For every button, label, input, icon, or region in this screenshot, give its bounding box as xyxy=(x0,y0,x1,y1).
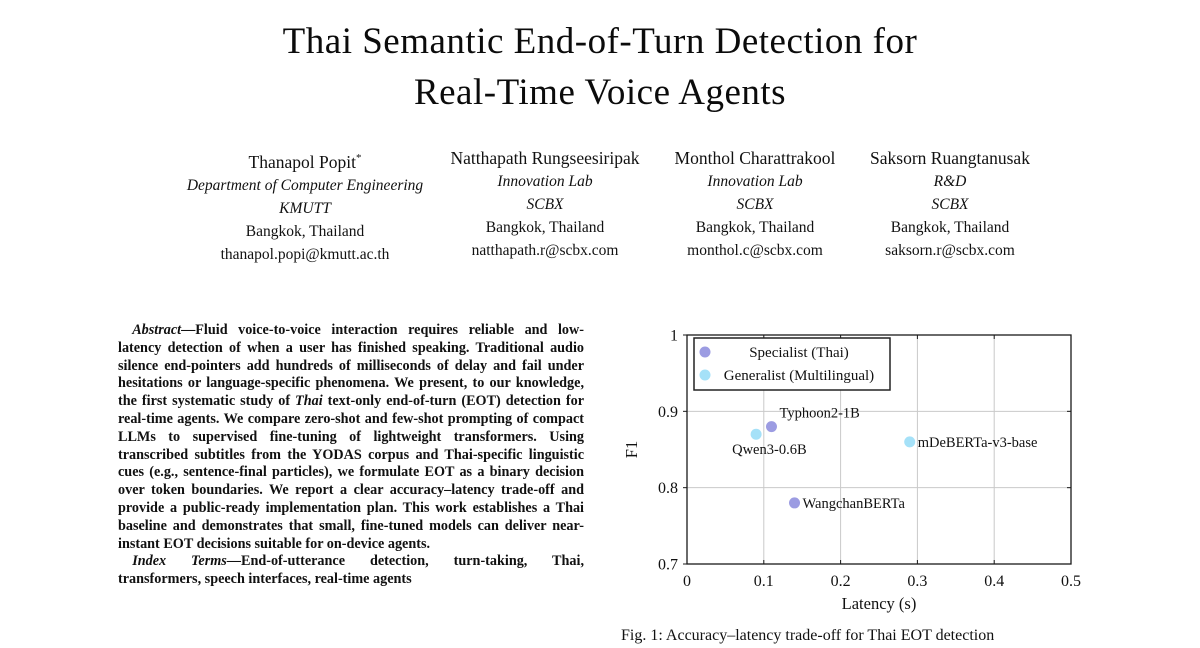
author-organization: SCBX xyxy=(931,196,969,213)
y-axis-label: F1 xyxy=(622,441,641,458)
x-tick-label: 0.2 xyxy=(831,573,851,590)
author-city: Bangkok, Thailand xyxy=(245,222,365,240)
abstract-text-post: text-only end-of-turn (EOT) detection fo… xyxy=(118,393,585,552)
title-line-1: Thai Semantic End-of-Turn Detection for xyxy=(282,21,918,62)
legend-box xyxy=(693,337,891,391)
point-label: Typhoon2-1B xyxy=(779,406,859,422)
author-email: thanapol.popi@kmutt.ac.th xyxy=(220,245,390,263)
author-email: natthapath.r@scbx.com xyxy=(471,242,619,259)
point-label: WangchanBERTa xyxy=(803,496,906,512)
x-tick-label: 0 xyxy=(683,573,691,590)
index-terms-text: —End-of-utterance detection, turn-taking… xyxy=(118,553,584,588)
author-name: Natthapath Rungseesiripak xyxy=(450,148,640,168)
author-organization: KMUTT xyxy=(279,199,331,217)
y-tick-label: 0.8 xyxy=(658,480,678,497)
author-organization: SCBX xyxy=(526,196,564,213)
author-city: Bangkok, Thailand xyxy=(695,219,815,236)
legend-marker-icon xyxy=(699,346,711,358)
abstract-paragraph: Abstract—Fluid voice-to-voice interactio… xyxy=(118,322,584,553)
author-block-1: Thanapol Popit* Department of Computer E… xyxy=(140,146,470,266)
data-point xyxy=(904,436,916,448)
author-email: monthol.c@scbx.com xyxy=(687,242,823,259)
author-name: Monthol Charattrakool xyxy=(674,148,836,168)
author-email: saksorn.r@scbx.com xyxy=(885,242,1015,259)
point-label: mDeBERTa-v3-base xyxy=(918,435,1038,451)
abstract-lead: Abstract xyxy=(132,322,182,338)
paper-title: Thai Semantic End-of-Turn Detection for … xyxy=(0,16,1200,118)
index-terms-paragraph: Index Terms—End-of-utterance detection, … xyxy=(118,553,584,589)
author-department: R&D xyxy=(933,173,967,190)
data-point xyxy=(750,428,762,440)
abstract-italic-word: Thai xyxy=(295,393,323,410)
author-name: Thanapol Popit* xyxy=(248,151,362,172)
title-line-2: Real-Time Voice Agents xyxy=(413,72,787,113)
x-tick-label: 0.4 xyxy=(984,573,1004,590)
data-point xyxy=(789,497,801,509)
y-tick-label: 1 xyxy=(670,328,678,345)
x-tick-label: 0.1 xyxy=(754,573,774,590)
legend-label: Generalist (Multilingual) xyxy=(724,368,874,384)
fig1-scatter-chart: 0 0.1 0.2 0.3 0.4 0.5 0.7 0.8 0.9 1 Latency (s) F1 S… xyxy=(622,328,1081,614)
author-city: Bangkok, Thailand xyxy=(485,219,605,236)
x-tick-label: 0.3 xyxy=(907,573,927,590)
y-tick-label: 0.9 xyxy=(658,404,678,421)
author-organization: SCBX xyxy=(736,196,774,213)
figure-caption: Fig. 1: Accuracy–latency trade-off for T… xyxy=(621,627,995,644)
author-city: Bangkok, Thailand xyxy=(890,219,1010,236)
legend-marker-icon xyxy=(699,369,711,381)
author-block-2: Natthapath Rungseesiripak Innovation Lab… xyxy=(425,146,665,262)
y-tick-label: 0.7 xyxy=(658,557,678,574)
x-tick-label: 0.5 xyxy=(1061,573,1081,590)
author-department: Innovation Lab xyxy=(707,173,803,190)
author-block-4: Saksorn Ruangtanusak R&D SCBX Bangkok, T… xyxy=(840,146,1060,262)
data-point xyxy=(765,421,777,433)
point-label: Qwen3-0.6B xyxy=(732,442,807,458)
left-column: Abstract—Fluid voice-to-voice interactio… xyxy=(118,322,584,589)
legend-label: Specialist (Thai) xyxy=(749,345,849,361)
plot-frame xyxy=(686,334,1072,565)
author-department: Innovation Lab xyxy=(497,173,593,190)
author-name: Saksorn Ruangtanusak xyxy=(870,148,1030,168)
x-axis-label: Latency (s) xyxy=(842,594,917,613)
author-footnote-marker: * xyxy=(355,152,362,164)
index-terms-lead: Index Terms xyxy=(132,553,227,570)
author-block-3: Monthol Charattrakool Innovation Lab SCB… xyxy=(645,146,865,262)
abstract-text-pre: —Fluid voice-to-voice interaction requir… xyxy=(118,322,584,410)
author-department: Department of Computer Engineering xyxy=(186,176,424,194)
